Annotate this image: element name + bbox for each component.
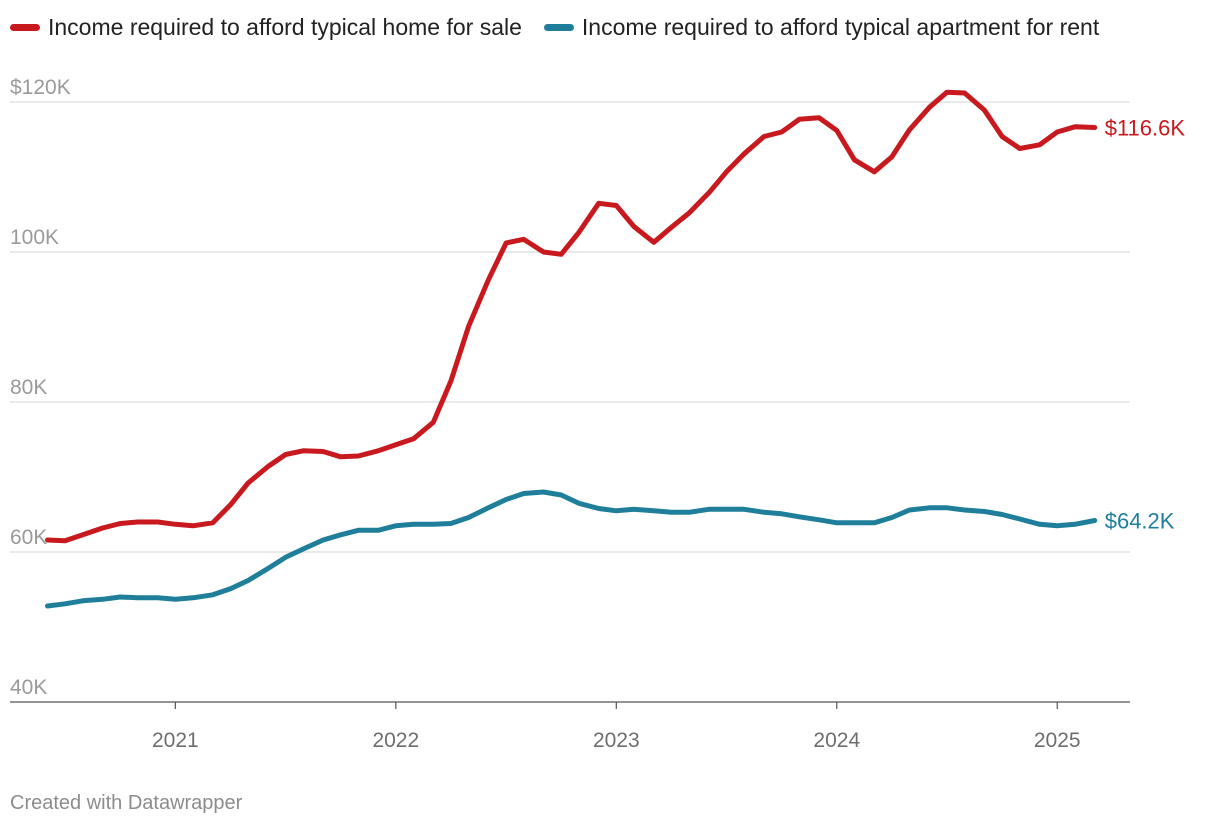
y-tick-label: 60K (10, 526, 47, 549)
legend-label-home-for-sale: Income required to afford typical home f… (48, 14, 522, 40)
legend-item-home-for-sale: Income required to afford typical home f… (10, 14, 522, 41)
x-tick-label: 2025 (1034, 729, 1081, 752)
x-tick-label: 2021 (152, 729, 199, 752)
end-label-apartment-for-rent: $64.2K (1105, 509, 1175, 534)
y-tick-label: 40K (10, 676, 47, 699)
legend-swatch-red (10, 24, 40, 31)
y-tick-label: 80K (10, 376, 47, 399)
y-tick-label: 100K (10, 226, 59, 249)
legend-item-apartment-for-rent: Income required to afford typical apartm… (543, 14, 1100, 41)
end-label-home-for-sale: $116.6K (1105, 116, 1186, 141)
x-tick-label: 2024 (813, 729, 860, 752)
series-line-apartment-for-rent (45, 489, 1098, 609)
x-tick-label: 2023 (593, 729, 640, 752)
y-tick-label: $120K (10, 76, 71, 99)
footer-credit: Created with Datawrapper (10, 792, 243, 814)
x-tick-label: 2022 (372, 729, 419, 752)
legend-swatch-blue (543, 24, 574, 31)
series-line-home-for-sale (45, 89, 1098, 544)
legend: Income required to afford typical home f… (10, 14, 1099, 41)
legend-label-apartment-for-rent: Income required to afford typical apartm… (581, 14, 1100, 40)
